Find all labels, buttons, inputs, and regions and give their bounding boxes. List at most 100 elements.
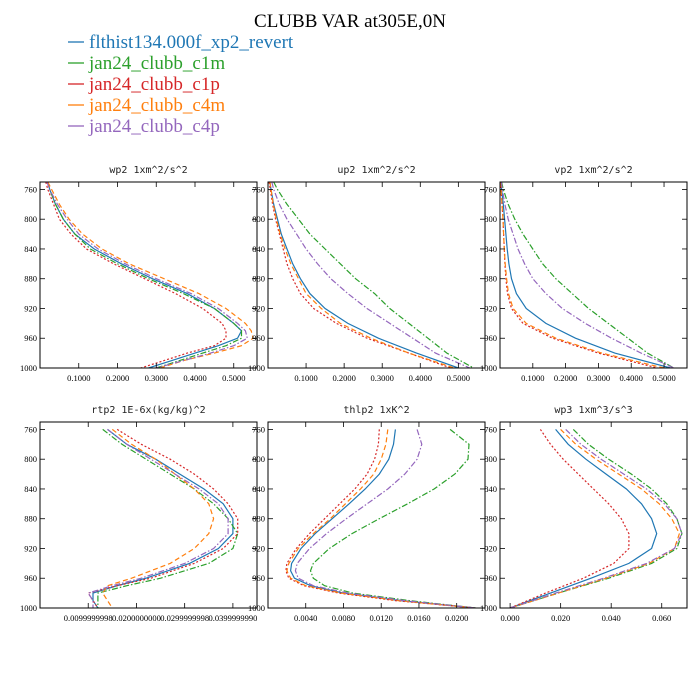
y-tick-label: 880	[24, 514, 37, 524]
x-tick-label: 0.2000	[332, 373, 355, 383]
y-tick-label: 840	[484, 484, 497, 494]
series-line	[273, 182, 474, 368]
series-line	[47, 182, 243, 368]
panel-4: thlp2 1xK^2 760 800 840 880 920 960 1000 0.0040 0…	[248, 405, 486, 623]
y-tick-label: 920	[252, 303, 265, 313]
x-tick-label: 0.0200	[445, 613, 468, 623]
series-line	[500, 182, 675, 368]
x-tick-label: 0.0160	[407, 613, 430, 623]
y-tick-label: 840	[252, 484, 265, 494]
y-tick-label: 760	[252, 424, 265, 434]
legend-item: flthist134.000f_xp2_revert	[68, 32, 294, 53]
series-line	[268, 182, 451, 368]
series-group	[268, 182, 474, 368]
x-tick-label: 0.0099999998	[64, 613, 113, 623]
panel-title: wp2 1xm^2/s^2	[109, 165, 187, 176]
y-tick-label: 880	[484, 274, 497, 284]
x-tick-label: 0.5000	[222, 373, 245, 383]
y-tick-label: 800	[252, 454, 265, 464]
y-tick-label: 880	[24, 274, 37, 284]
y-tick-label: 1000	[20, 363, 37, 373]
series-line	[269, 182, 455, 368]
series-line	[101, 428, 215, 608]
series-line	[500, 182, 665, 368]
series-line	[509, 429, 658, 608]
series-line	[87, 428, 239, 608]
y-tick-label: 1000	[20, 603, 37, 613]
y-tick-label: 1000	[248, 603, 265, 613]
panel-0: wp2 1xm^2/s^2 760 800 840 880 920 960 1000 0.100…	[20, 165, 258, 383]
x-tick-label: 0.1000	[67, 373, 90, 383]
x-tick-label: 0.3000	[371, 373, 394, 383]
y-tick-label: 960	[252, 573, 265, 583]
x-tick-label: 0.0120	[370, 613, 393, 623]
y-tick-label: 1000	[248, 363, 265, 373]
figure-title: CLUBB VAR at305E,0N	[254, 11, 446, 32]
y-tick-label: 800	[24, 214, 37, 224]
x-tick-label: 0.5000	[447, 373, 470, 383]
x-tick-label: 0.3000	[587, 373, 610, 383]
legend-label: jan24_clubb_c1m	[88, 53, 225, 74]
series-line	[509, 428, 683, 608]
x-tick-label: 0.4000	[620, 373, 643, 383]
y-tick-label: 840	[252, 244, 265, 254]
series-line	[87, 428, 229, 608]
y-tick-label: 840	[24, 244, 37, 254]
series-group	[87, 428, 239, 608]
y-tick-label: 840	[484, 244, 497, 254]
y-tick-label: 840	[24, 484, 37, 494]
x-tick-label: 0.4000	[183, 373, 206, 383]
panels: wp2 1xm^2/s^2 760 800 840 880 920 960 1000 0.100…	[20, 165, 688, 623]
x-tick-label: 0.3000	[145, 373, 168, 383]
series-line	[92, 428, 234, 608]
legend-item: jan24_clubb_c4p	[68, 116, 220, 137]
x-tick-label: 0.1000	[294, 373, 317, 383]
y-tick-label: 960	[484, 573, 497, 583]
x-tick-label: 0.000	[501, 613, 520, 623]
legend-label: jan24_clubb_c4p	[88, 116, 220, 137]
series-line	[509, 428, 681, 608]
x-tick-label: 0.0299999998	[160, 613, 209, 623]
series-line	[289, 429, 476, 608]
y-tick-label: 920	[484, 303, 497, 313]
series-line	[294, 429, 476, 608]
legend-item: jan24_clubb_c4m	[68, 95, 225, 116]
panel-5: wp3 1xm^3/s^3 760 800 840 880 920 960 1000 0.000…	[480, 405, 688, 623]
series-line	[97, 428, 239, 608]
legend-item: jan24_clubb_c1m	[68, 53, 225, 74]
panel-1: up2 1xm^2/s^2 760 800 840 880 920 960 1000 0.100…	[248, 165, 486, 383]
legend-item: jan24_clubb_c1p	[68, 74, 220, 95]
y-tick-label: 880	[252, 274, 265, 284]
series-line	[47, 182, 243, 368]
y-tick-label: 960	[24, 333, 37, 343]
y-tick-label: 800	[484, 454, 497, 464]
series-group	[509, 428, 683, 608]
plot-frame	[499, 421, 688, 609]
series-line	[309, 428, 476, 608]
series-group	[285, 428, 476, 608]
x-tick-label: 0.020	[551, 613, 570, 623]
y-tick-label: 960	[484, 333, 497, 343]
y-tick-label: 920	[252, 543, 265, 553]
x-tick-label: 0.5000	[652, 373, 675, 383]
series-group	[45, 182, 254, 368]
panel-title: thlp2 1xK^2	[343, 405, 409, 416]
x-tick-label: 0.1000	[521, 373, 544, 383]
series-line	[500, 182, 671, 368]
y-tick-label: 800	[24, 454, 37, 464]
series-line	[286, 429, 476, 608]
y-tick-label: 760	[24, 424, 37, 434]
y-tick-label: 880	[252, 514, 265, 524]
y-tick-label: 800	[484, 214, 497, 224]
legend-label: jan24_clubb_c1p	[88, 74, 220, 95]
x-tick-label: 0.0399999990	[208, 613, 257, 623]
y-tick-label: 920	[484, 543, 497, 553]
series-line	[509, 429, 630, 608]
panel-3: rtp2 1E-6x(kg/kg)^2 760 800 840 880 920 960 100…	[20, 405, 258, 623]
y-tick-label: 760	[24, 184, 37, 194]
plot-frame	[267, 181, 486, 369]
plot-frame	[39, 421, 258, 609]
y-tick-label: 1000	[480, 603, 497, 613]
x-tick-label: 0.040	[602, 613, 621, 623]
